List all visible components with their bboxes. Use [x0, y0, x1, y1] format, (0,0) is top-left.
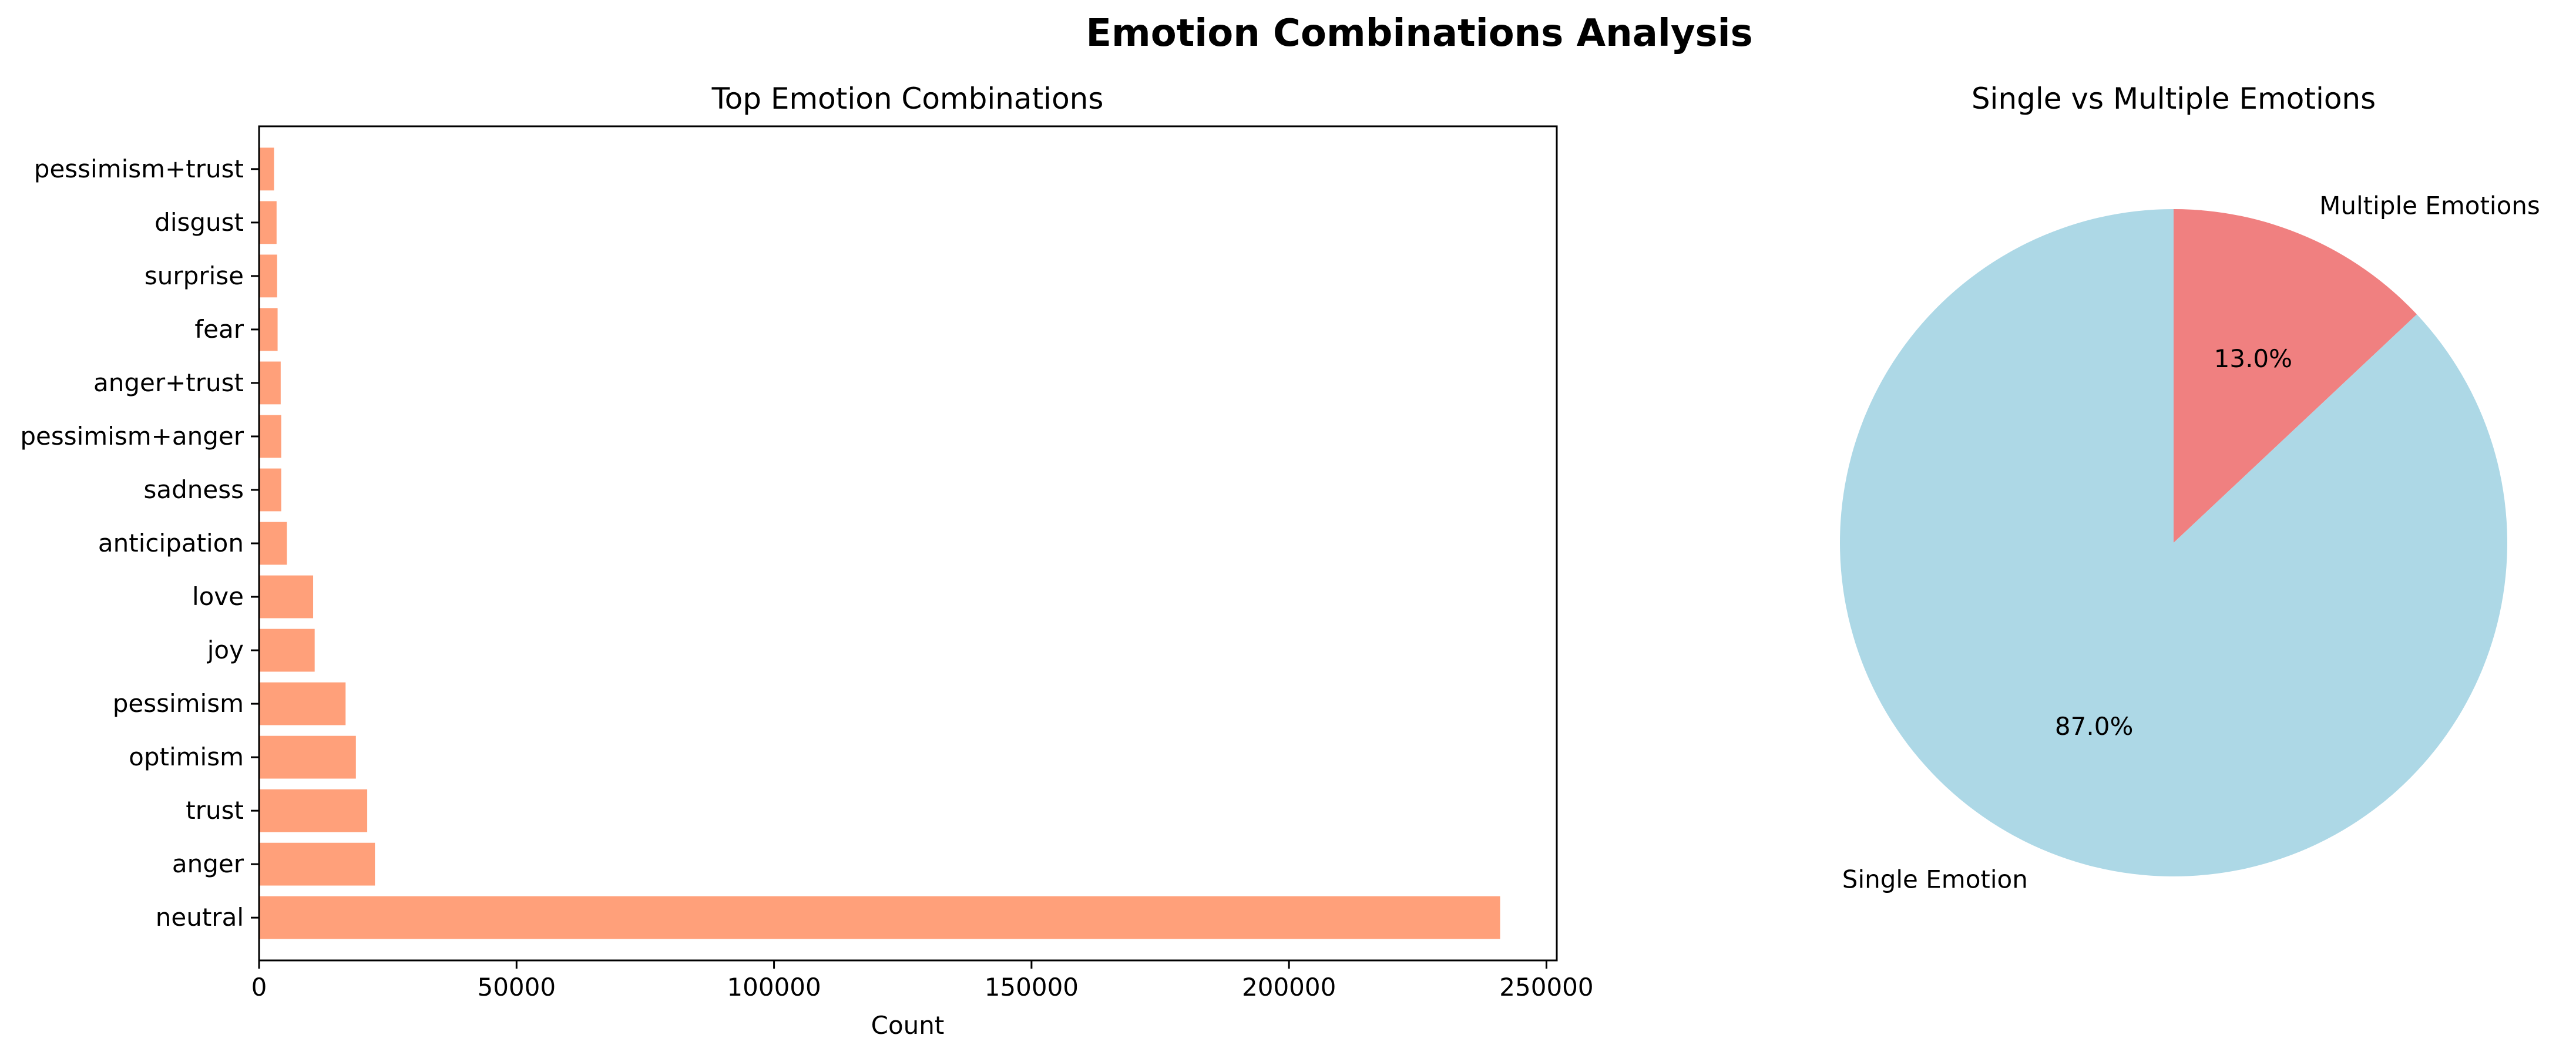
- bar-anger: [259, 842, 375, 886]
- bar-trust: [259, 789, 368, 832]
- pie-percent-label: 13.0%: [2214, 344, 2292, 373]
- x-tick-label: 100000: [727, 973, 821, 1002]
- bar-pessimism+anger: [259, 415, 281, 458]
- pie-label: Single Emotion: [1842, 865, 2028, 893]
- bar-joy: [259, 629, 315, 672]
- x-axis-ticks: 0 50000 100000 150000 200000 250000: [251, 960, 1594, 1002]
- pie-chart: Single vs Multiple Emotions Multiple Emo…: [1840, 82, 2540, 893]
- y-tick-label: sadness: [143, 475, 244, 504]
- bar-pessimism+trust: [259, 147, 274, 191]
- bar-surprise: [259, 254, 277, 298]
- bar-chart: Top Emotion Combinations 0 50000 100000 150…: [20, 82, 1593, 1040]
- pie-chart-title: Single vs Multiple Emotions: [1972, 82, 2376, 116]
- x-tick-label: 50000: [477, 973, 556, 1002]
- bar-marks: [259, 147, 1500, 939]
- y-tick-label: joy: [207, 636, 244, 664]
- y-tick-label: trust: [186, 796, 244, 825]
- y-tick-label: fear: [194, 315, 244, 344]
- pie-marks: Multiple Emotions 13.0% Single Emotion 87.0…: [1840, 191, 2540, 893]
- pie-slice-single-emotion: [1840, 209, 2507, 876]
- bar-optimism: [259, 735, 356, 779]
- bar-chart-title: Top Emotion Combinations: [711, 82, 1104, 116]
- pie-label: Multiple Emotions: [2319, 191, 2540, 220]
- x-tick-label: 200000: [1242, 973, 1336, 1002]
- y-tick-label: anticipation: [98, 529, 244, 557]
- y-tick-label: pessimism+anger: [20, 422, 244, 451]
- y-tick-label: pessimism+trust: [34, 154, 244, 183]
- bar-love: [259, 575, 314, 619]
- pie-slice-multiple-emotions: [2174, 209, 2417, 543]
- y-tick-label: pessimism: [113, 689, 244, 718]
- y-tick-label: neutral: [156, 903, 244, 932]
- y-tick-label: anger: [172, 849, 244, 878]
- bar-neutral: [259, 896, 1500, 939]
- bar-fear: [259, 308, 278, 351]
- x-tick-label: 0: [251, 973, 267, 1002]
- y-tick-label: disgust: [155, 208, 244, 237]
- y-tick-label: surprise: [145, 261, 244, 290]
- bar-sadness: [259, 468, 281, 512]
- bar-disgust: [259, 201, 277, 244]
- x-axis-label: Count: [871, 1011, 945, 1040]
- y-tick-label: optimism: [129, 742, 244, 771]
- bar-anticipation: [259, 522, 287, 565]
- y-tick-label: love: [192, 582, 244, 611]
- bar-anger+trust: [259, 361, 281, 405]
- y-axis-ticks: neutral anger trust optimism pessimism joy lov…: [20, 154, 259, 932]
- bar-pessimism: [259, 682, 346, 725]
- pie-percent-label: 87.0%: [2055, 712, 2133, 741]
- figure-title: Emotion Combinations Analysis: [1086, 12, 1752, 55]
- x-tick-label: 150000: [985, 973, 1079, 1002]
- x-tick-label: 250000: [1499, 973, 1593, 1002]
- y-tick-label: anger+trust: [93, 368, 244, 397]
